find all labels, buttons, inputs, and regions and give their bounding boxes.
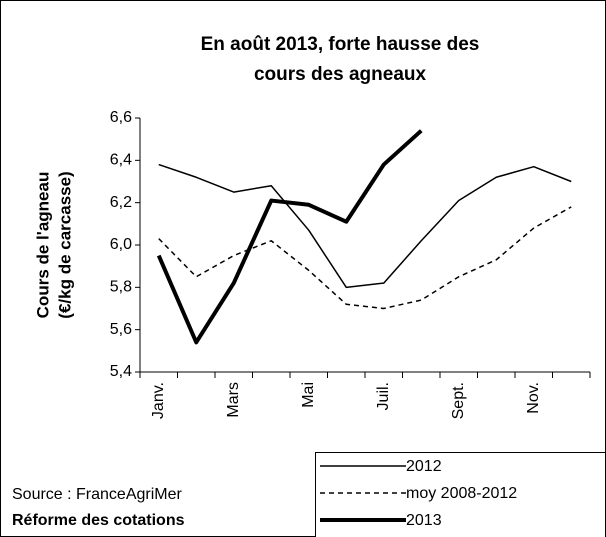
series-line	[156, 129, 423, 345]
chart-title: En août 2013, forte hausse des	[201, 34, 480, 55]
x-tick-label: Mai	[300, 382, 317, 408]
legend-label: 2013	[406, 512, 442, 529]
y-tick-label: 5,4	[110, 363, 132, 380]
legend-label: moy 2008-2012	[406, 485, 517, 502]
x-tick-label: Sept.	[450, 382, 467, 419]
y-tick-label: 5,6	[110, 321, 132, 338]
x-tick-label: Mars	[225, 382, 242, 418]
x-tick-label: Janv.	[150, 382, 167, 419]
y-axis-label: (€/kg de carcasse)	[55, 171, 74, 318]
series-line	[158, 163, 572, 289]
chart-title: cours des agneaux	[254, 64, 427, 85]
y-tick-label: 6,0	[110, 236, 132, 253]
y-tick-label: 5,8	[110, 279, 132, 296]
y-axis-label: Cours de l'agneau	[33, 172, 52, 319]
y-tick-label: 6,2	[110, 194, 132, 211]
series-line	[158, 206, 572, 310]
y-tick-label: 6,4	[110, 152, 132, 169]
x-tick-label: Juil.	[375, 382, 392, 410]
y-tick-label: 6,6	[110, 109, 132, 126]
legend-label: 2012	[406, 458, 442, 475]
note: Réforme des cotations	[12, 512, 185, 529]
source: Source : FranceAgriMer	[12, 486, 183, 503]
x-tick-label: Nov.	[525, 382, 542, 414]
